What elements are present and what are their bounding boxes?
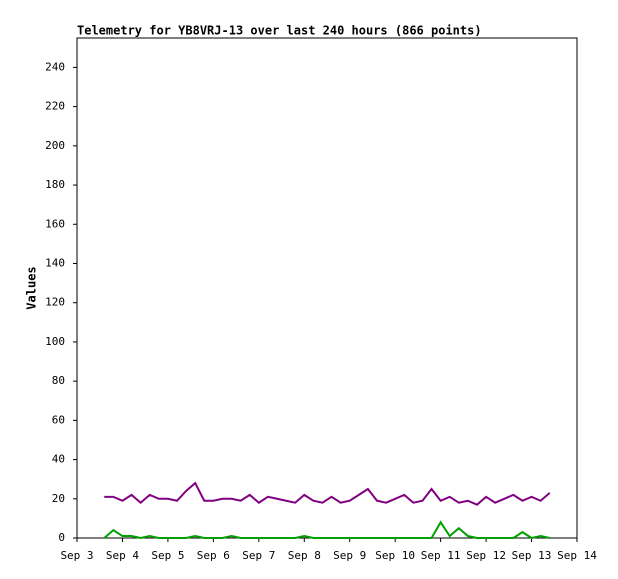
y-tick-label: 180 bbox=[45, 178, 65, 191]
x-tick-label: Sep 11 bbox=[421, 549, 461, 562]
series-line bbox=[103, 520, 550, 540]
x-tick-label: Sep 6 bbox=[197, 549, 230, 562]
x-tick-label: Sep 3 bbox=[60, 549, 93, 562]
x-tick-label: Sep 10 bbox=[375, 549, 415, 562]
x-tick-label: Sep 13 bbox=[512, 549, 552, 562]
y-tick-label: 240 bbox=[45, 60, 65, 73]
y-tick-label: 80 bbox=[52, 374, 65, 387]
x-tick-label: Sep 8 bbox=[288, 549, 321, 562]
y-tick-label: 40 bbox=[52, 453, 65, 466]
y-tick-label: 120 bbox=[45, 296, 65, 309]
y-tick-label: 100 bbox=[45, 335, 65, 348]
y-tick-label: 140 bbox=[45, 256, 65, 269]
x-tick-label: Sep 12 bbox=[466, 549, 506, 562]
x-tick-label: Sep 9 bbox=[333, 549, 366, 562]
y-tick-label: 200 bbox=[45, 139, 65, 152]
chart-title: Telemetry for YB8VRJ-13 over last 240 ho… bbox=[77, 24, 482, 38]
y-tick-label: 60 bbox=[52, 413, 65, 426]
y-tick-label: 0 bbox=[58, 531, 65, 544]
x-tick-label: Sep 7 bbox=[242, 549, 275, 562]
y-tick-label: 220 bbox=[45, 100, 65, 113]
y-tick-label: 20 bbox=[52, 492, 65, 505]
plot-frame bbox=[76, 37, 578, 539]
x-tick-label: Sep 14 bbox=[557, 549, 597, 562]
x-tick-label: Sep 5 bbox=[151, 549, 184, 562]
x-tick-label: Sep 4 bbox=[106, 549, 139, 562]
y-axis-label: Values bbox=[25, 266, 39, 309]
y-tick-label: 160 bbox=[45, 217, 65, 230]
series-line bbox=[104, 481, 551, 506]
